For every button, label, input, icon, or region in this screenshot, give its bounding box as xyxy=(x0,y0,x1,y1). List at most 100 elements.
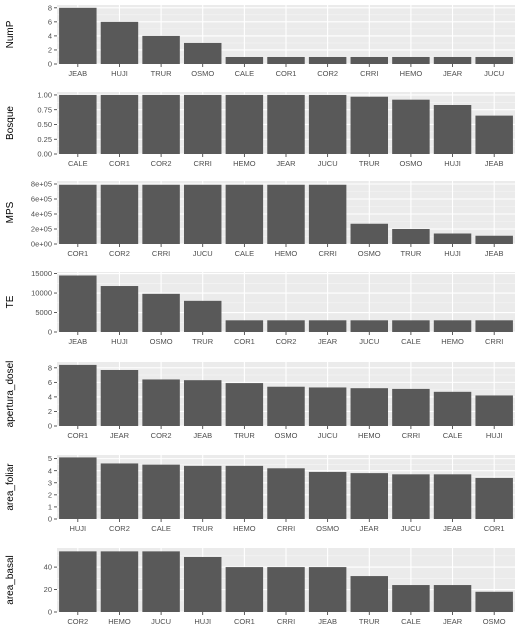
x-tick-label: COR1 xyxy=(67,431,88,440)
bar-huji xyxy=(100,286,139,332)
x-tick-label: CRRI xyxy=(360,69,378,78)
x-tick-label: HEMO xyxy=(233,159,256,168)
y-axis-title: Bosque xyxy=(5,106,16,140)
x-tick-label: TRUR xyxy=(359,159,380,168)
x-tick-label: CRRI xyxy=(318,249,336,258)
bar-huji xyxy=(475,395,513,426)
bar-jear xyxy=(308,320,347,332)
bar-hemo xyxy=(225,94,264,154)
bar-huji xyxy=(433,104,472,154)
bar-cale xyxy=(225,56,264,64)
bar-cor2 xyxy=(59,551,97,612)
bar-cor1 xyxy=(225,320,264,332)
bar-osmo xyxy=(392,99,430,154)
bar-hemo xyxy=(433,320,472,332)
x-tick-label: HUJI xyxy=(111,69,128,78)
x-tick-label: JEAB xyxy=(485,249,504,258)
bar-cor1 xyxy=(225,567,264,612)
y-tick-label: 2 xyxy=(48,490,52,499)
x-tick-label: COR2 xyxy=(317,69,338,78)
y-tick-label: 0 xyxy=(48,60,52,69)
x-tick-label: HEMO xyxy=(400,69,423,78)
bar-jear xyxy=(267,94,305,154)
bar-cor2 xyxy=(100,184,139,244)
bar-crri xyxy=(183,94,222,154)
bar-osmo xyxy=(350,223,389,244)
x-tick-label: HEMO xyxy=(275,249,298,258)
bar-cor2 xyxy=(308,56,347,64)
bar-trur xyxy=(183,465,222,519)
x-tick-label: COR1 xyxy=(234,617,255,626)
bar-jucu xyxy=(308,387,347,426)
y-axis-title: TE xyxy=(5,295,16,308)
bar-jeab xyxy=(475,235,513,244)
bar-cale xyxy=(392,320,430,332)
y-tick-label: 5 xyxy=(48,454,52,463)
bar-huji xyxy=(433,233,472,244)
x-tick-label: JUCU xyxy=(193,249,213,258)
bar-jeab xyxy=(59,7,97,64)
x-tick-label: OSMO xyxy=(358,249,381,258)
x-tick-label: OSMO xyxy=(150,337,173,346)
x-tick-label: CRRI xyxy=(277,524,295,533)
bar-cor1 xyxy=(475,477,513,519)
y-tick-label: 10000 xyxy=(31,289,52,298)
bar-hemo xyxy=(392,56,430,64)
bar-cor1 xyxy=(267,56,305,64)
bar-jucu xyxy=(392,474,430,519)
bar-jeab xyxy=(308,567,347,612)
x-tick-label: OSMO xyxy=(191,69,214,78)
x-tick-label: CRRI xyxy=(194,159,212,168)
y-tick-label: 6 xyxy=(48,17,52,26)
x-tick-label: CRRI xyxy=(402,431,420,440)
x-tick-label: COR1 xyxy=(234,337,255,346)
x-tick-label: JUCU xyxy=(401,524,421,533)
bar-jear xyxy=(433,585,472,612)
y-tick-label: 0 xyxy=(48,328,52,337)
x-tick-label: JEAB xyxy=(485,159,504,168)
bar-jear xyxy=(433,56,472,64)
y-tick-label: 20 xyxy=(44,585,52,594)
bar-crri xyxy=(142,184,180,244)
bar-crri xyxy=(350,56,389,64)
bar-jeab xyxy=(59,275,97,332)
bar-cale xyxy=(59,94,97,154)
x-tick-label: HUJI xyxy=(111,337,128,346)
y-axis-title: area_basal xyxy=(5,555,16,604)
bar-hemo xyxy=(350,388,389,426)
x-tick-label: JUCU xyxy=(359,337,379,346)
x-tick-label: HEMO xyxy=(108,617,131,626)
bar-jeab xyxy=(183,380,222,426)
bar-crri xyxy=(267,567,305,612)
x-tick-label: JEAB xyxy=(68,337,87,346)
y-tick-label: 8e+05 xyxy=(31,180,52,189)
x-tick-label: TRUR xyxy=(192,337,213,346)
bar-jeab xyxy=(475,115,513,154)
bar-jucu xyxy=(475,56,513,64)
y-axis-title: apertura_dosel xyxy=(5,361,16,428)
bar-cor2 xyxy=(142,94,180,154)
bar-hemo xyxy=(225,465,264,519)
x-tick-label: COR1 xyxy=(276,69,297,78)
bar-huji xyxy=(59,457,97,519)
bar-jear xyxy=(350,473,389,519)
y-tick-label: 40 xyxy=(44,563,52,572)
bar-jucu xyxy=(183,184,222,244)
bar-crri xyxy=(475,320,513,332)
bar-cale xyxy=(142,464,180,519)
y-tick-label: 2 xyxy=(48,46,52,55)
x-tick-label: JEAB xyxy=(193,431,212,440)
bar-jear xyxy=(100,370,139,426)
x-tick-label: JUCU xyxy=(318,159,338,168)
y-tick-label: 0.00 xyxy=(37,150,52,159)
bar-huji xyxy=(183,556,222,612)
y-tick-label: 0 xyxy=(48,422,52,431)
x-tick-label: HEMO xyxy=(358,431,381,440)
y-tick-label: 15000 xyxy=(31,269,52,278)
y-tick-label: 2 xyxy=(48,407,52,416)
y-tick-label: 5000 xyxy=(35,308,52,317)
x-tick-label: COR1 xyxy=(109,159,130,168)
bar-crri xyxy=(308,184,347,244)
x-tick-label: COR2 xyxy=(67,617,88,626)
y-axis-title: NumP xyxy=(5,20,16,48)
